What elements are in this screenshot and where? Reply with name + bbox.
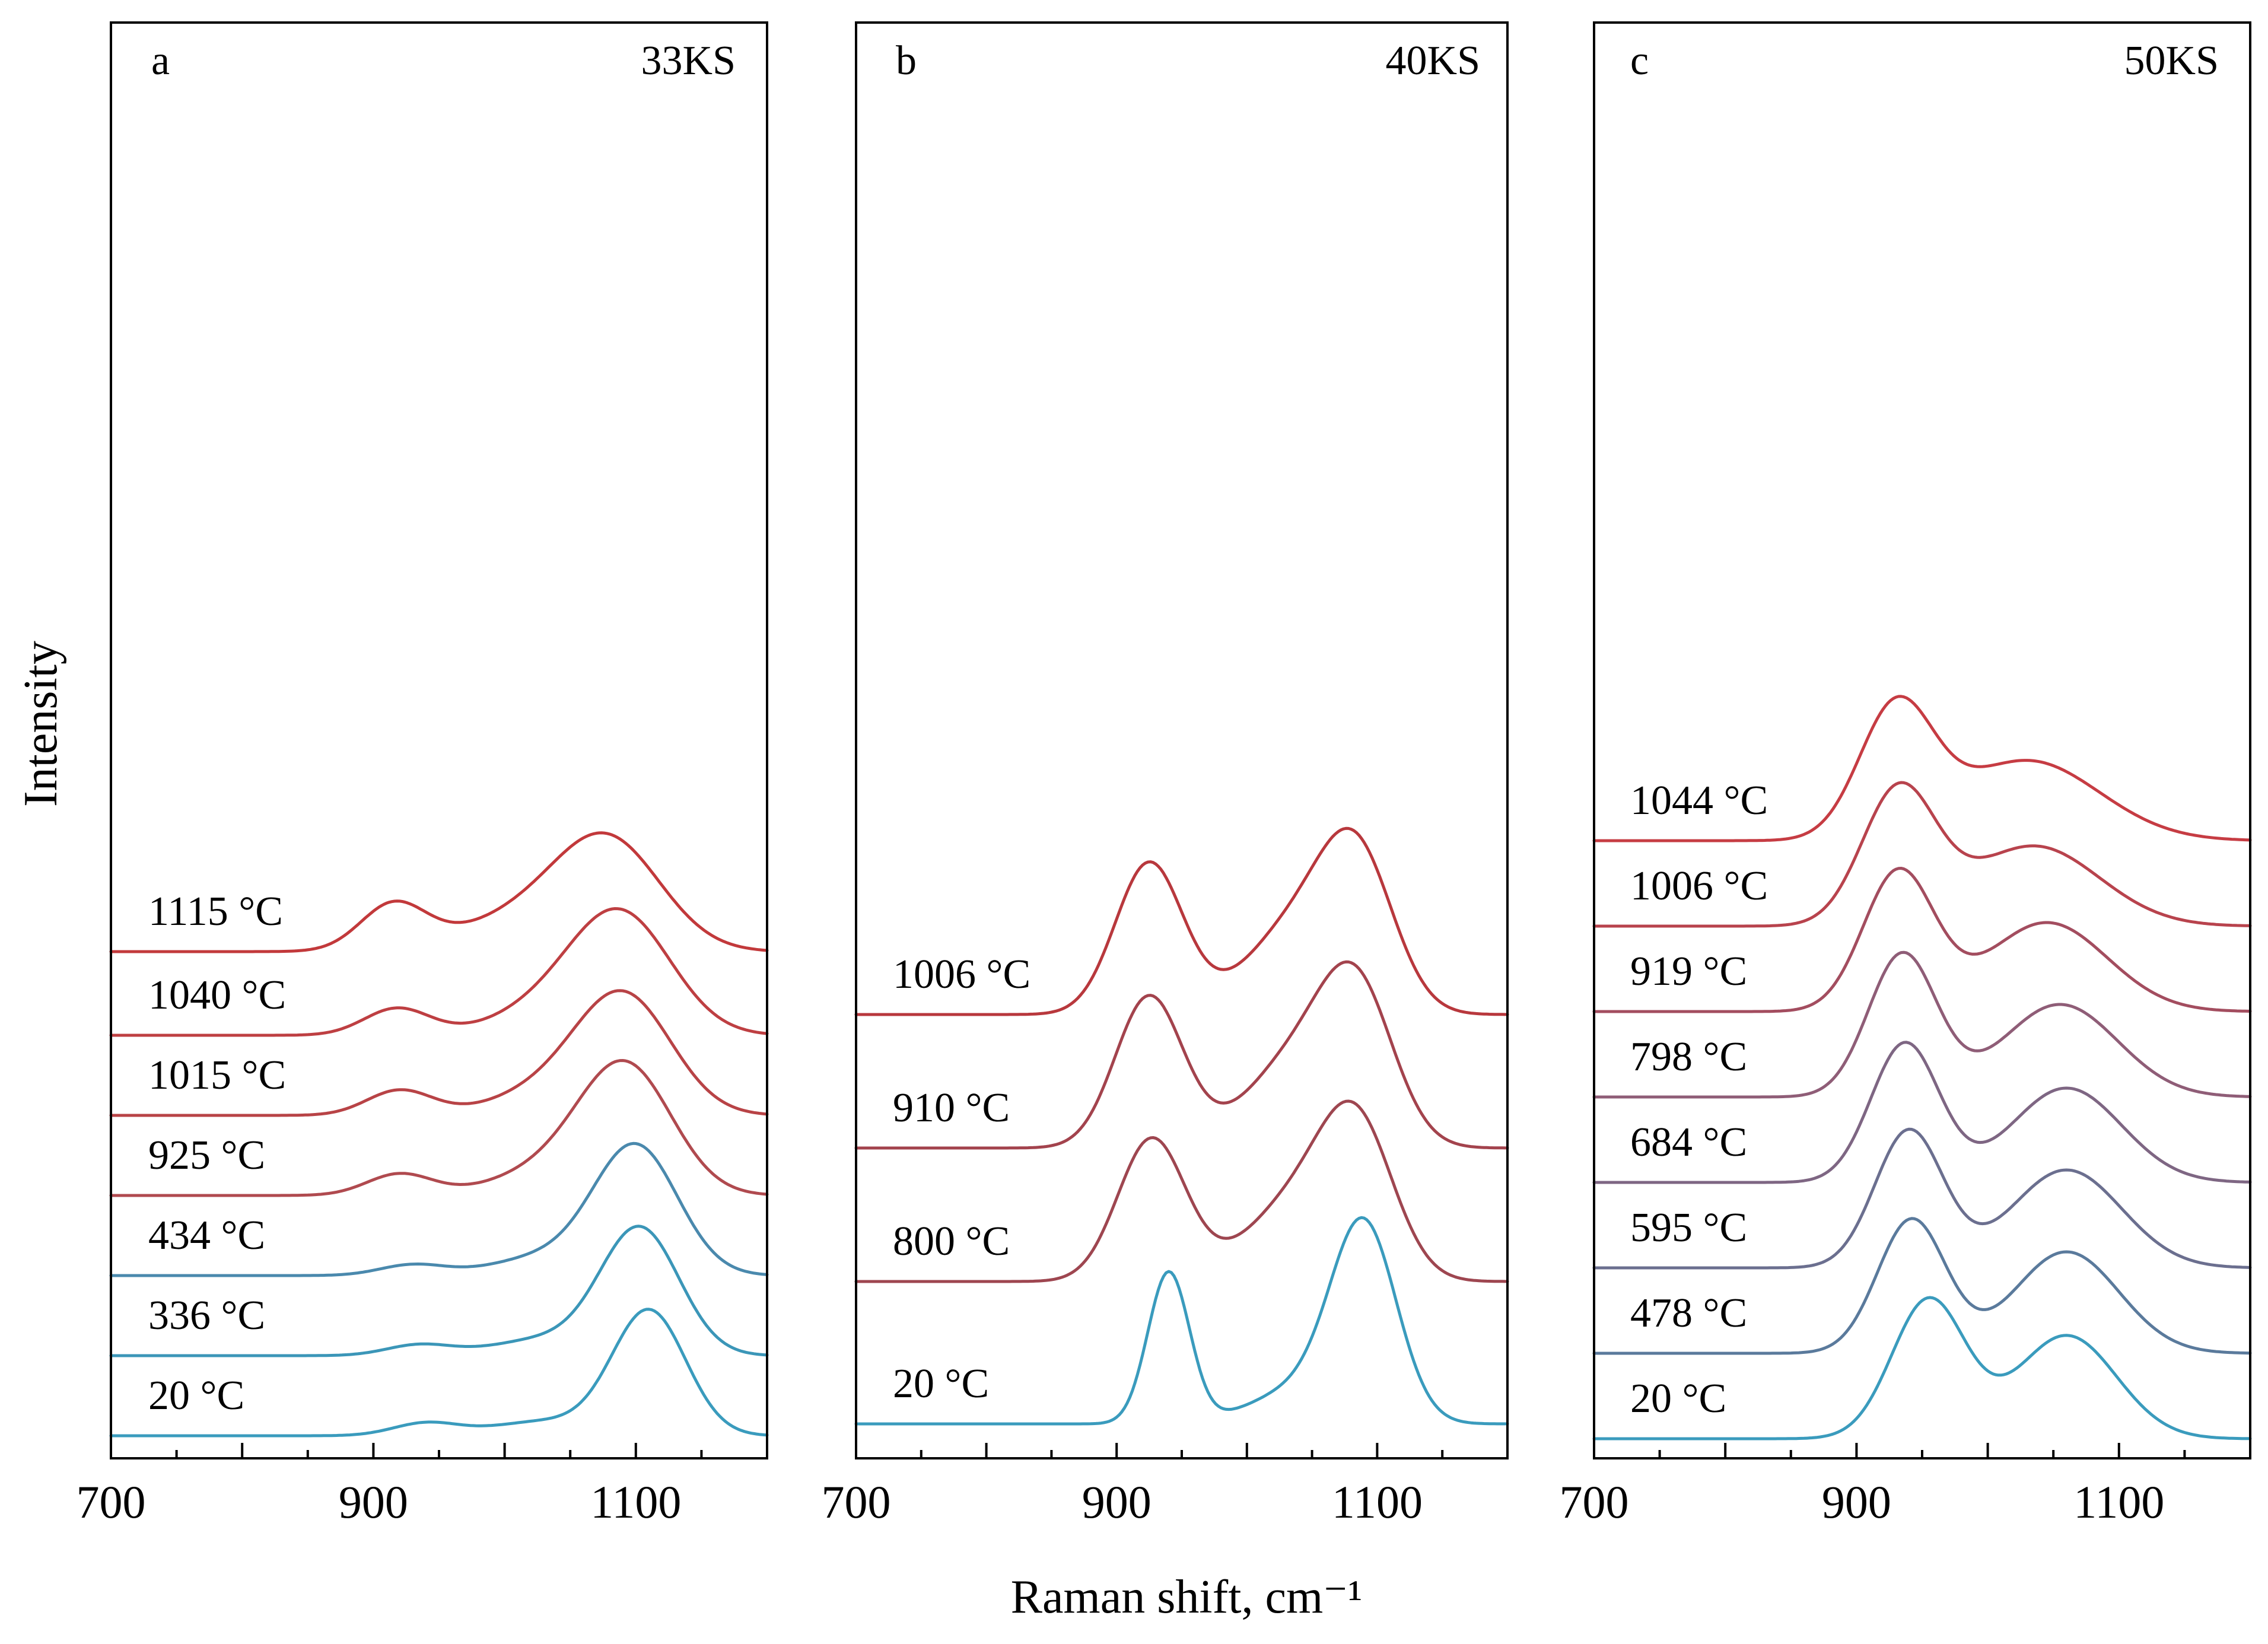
panel-a-trace-6 <box>109 831 769 953</box>
panel-a: 20 °C 336 °C 434 °C 925 °C 1015 °C 1040 °C 111… <box>77 21 769 1528</box>
panel-c-series-label-6: 1006 °C <box>1630 863 1768 909</box>
panel-b-series: 20 °C 800 °C 910 °C 1006 °C <box>854 826 1509 1426</box>
panel-b-trace-0 <box>854 1216 1509 1426</box>
panel-b: 20 °C 800 °C 910 °C 1006 °C 700 900 1100 b 40… <box>822 21 1509 1528</box>
panel-c-trace-6 <box>1592 781 2252 928</box>
panel-a-ticks: 700 900 1100 <box>77 1443 768 1528</box>
panel-b-series-label-2: 910 °C <box>893 1085 1010 1131</box>
panel-c-ticks: 700 900 1100 <box>1560 1443 2251 1528</box>
panel-a-trace-5 <box>109 907 769 1037</box>
panel-c-series-label-1: 478 °C <box>1630 1290 1747 1336</box>
panel-a-tick-label-1100: 1100 <box>590 1476 681 1528</box>
panel-b-trace-3 <box>854 826 1509 1016</box>
panel-b-ticks: 700 900 1100 <box>822 1443 1509 1528</box>
panel-b-trace-1 <box>854 1099 1509 1283</box>
panel-a-series-label-2: 434 °C <box>148 1213 265 1258</box>
panel-a-trace-4 <box>109 989 769 1117</box>
panel-b-series-label-0: 20 °C <box>893 1361 989 1407</box>
panel-c-trace-0 <box>1592 1296 2252 1441</box>
panel-a-series-label-1: 336 °C <box>148 1293 265 1338</box>
panel-c-series-label-2: 595 °C <box>1630 1205 1747 1251</box>
panel-b-trace-2 <box>854 960 1509 1150</box>
panel-a-tick-label-900: 900 <box>339 1476 408 1528</box>
panel-b-tick-label-900: 900 <box>1082 1476 1152 1528</box>
panel-b-series-label-3: 1006 °C <box>893 952 1030 997</box>
panel-c-letter: c <box>1630 38 1649 84</box>
x-axis-label: Raman shift, cm⁻¹ <box>1011 1571 1363 1623</box>
panel-a-letter: a <box>151 38 170 84</box>
panel-a-trace-1 <box>109 1225 769 1357</box>
panel-c-series-label-0: 20 °C <box>1630 1376 1726 1422</box>
panel-c-series: 20 °C 478 °C 595 °C 684 °C 798 °C 919 °C 1006 … <box>1592 695 2252 1441</box>
panel-b-sample-label: 40KS <box>1386 38 1480 84</box>
panel-a-tick-label-700: 700 <box>77 1476 146 1528</box>
panel-c-trace-2 <box>1592 1127 2252 1270</box>
panel-c-trace-3 <box>1592 1041 2252 1184</box>
panel-a-series-label-0: 20 °C <box>148 1373 244 1419</box>
panel-a-series-label-3: 925 °C <box>148 1133 265 1178</box>
panel-b-tick-label-700: 700 <box>822 1476 891 1528</box>
panel-b-letter: b <box>896 38 917 84</box>
panel-c-trace-5 <box>1592 867 2252 1013</box>
panel-c-sample-label: 50KS <box>2124 38 2219 84</box>
panel-c-series-label-3: 684 °C <box>1630 1120 1747 1165</box>
panel-c-series-label-4: 798 °C <box>1630 1034 1747 1080</box>
panel-c-trace-7 <box>1592 695 2252 842</box>
panel-b-tick-label-1100: 1100 <box>1332 1476 1423 1528</box>
panel-c: 20 °C 478 °C 595 °C 684 °C 798 °C 919 °C 1006 … <box>1560 21 2252 1528</box>
panel-b-series-label-1: 800 °C <box>893 1219 1010 1264</box>
panel-a-series-label-5: 1040 °C <box>148 972 286 1018</box>
panel-a-series-label-4: 1015 °C <box>148 1052 286 1098</box>
panel-c-trace-4 <box>1592 950 2252 1099</box>
panel-a-series-label-6: 1115 °C <box>148 889 283 934</box>
y-axis-label: Intensity <box>15 641 67 807</box>
panel-a-series: 20 °C 336 °C 434 °C 925 °C 1015 °C 1040 °C 111… <box>109 831 769 1438</box>
panel-c-tick-label-1100: 1100 <box>2073 1476 2164 1528</box>
panel-c-tick-label-700: 700 <box>1560 1476 1629 1528</box>
panel-a-trace-3 <box>109 1059 769 1197</box>
panel-a-sample-label: 33KS <box>641 38 736 84</box>
panel-c-trace-1 <box>1592 1217 2252 1355</box>
panel-a-trace-2 <box>109 1141 769 1277</box>
panel-c-tick-label-900: 900 <box>1822 1476 1891 1528</box>
panel-c-series-label-7: 1044 °C <box>1630 778 1768 823</box>
panel-c-series-label-5: 919 °C <box>1630 949 1747 994</box>
panel-a-trace-0 <box>109 1308 769 1438</box>
